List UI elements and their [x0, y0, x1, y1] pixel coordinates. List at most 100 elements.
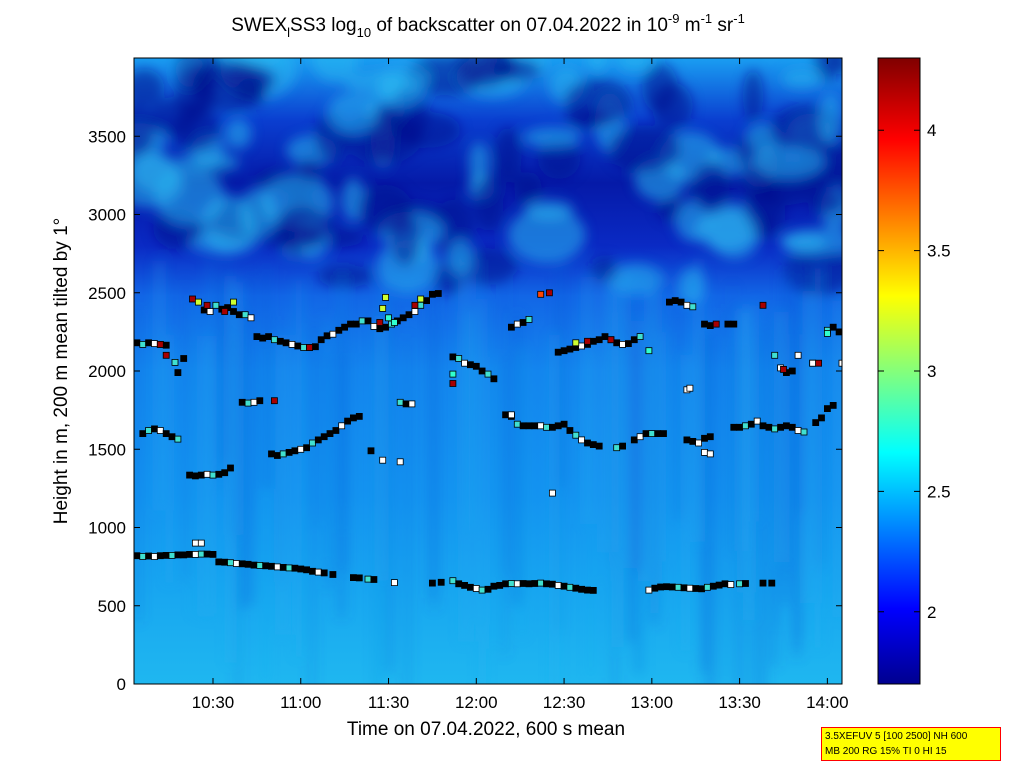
- texture-blob: [474, 175, 504, 232]
- layer-marker: [244, 399, 252, 407]
- texture-streak: [736, 346, 743, 684]
- layer-marker: [794, 427, 802, 434]
- layer-marker: [630, 436, 638, 444]
- layer-marker: [824, 405, 831, 413]
- layer-marker: [311, 343, 319, 351]
- texture-streak: [756, 300, 759, 522]
- layer-marker: [613, 339, 621, 347]
- layer-marker: [695, 439, 702, 447]
- colored-marker: [780, 365, 787, 373]
- layer-marker: [560, 582, 568, 590]
- layer-marker: [323, 332, 331, 340]
- layer-marker: [241, 311, 249, 319]
- texture-streak: [208, 259, 211, 614]
- layer-marker: [370, 576, 378, 583]
- layer-marker: [742, 422, 749, 430]
- layer-marker: [484, 585, 492, 593]
- layer-marker: [174, 435, 182, 443]
- layer-marker: [560, 347, 568, 355]
- texture-blob: [357, 184, 413, 234]
- layer-marker: [238, 560, 246, 568]
- x-axis-ticks: 10:30 11:00 11:30 12:00 12:30 13:00 13:30 14:00: [192, 58, 849, 712]
- layer-marker: [788, 423, 796, 431]
- texture-streak: [232, 333, 237, 537]
- layer-marker: [721, 580, 729, 588]
- layer-marker: [180, 355, 188, 362]
- texture-streak: [622, 269, 629, 569]
- layer-marker: [584, 439, 591, 447]
- layer-marker: [794, 351, 802, 359]
- texture-streak: [606, 278, 614, 553]
- layer-marker: [250, 398, 258, 406]
- layer-marker: [660, 430, 667, 438]
- layer-marker: [759, 422, 767, 430]
- layer-marker: [472, 362, 480, 370]
- y-tick-label: 1500: [88, 440, 126, 459]
- colored-marker: [417, 295, 425, 303]
- texture-blob: [617, 58, 653, 72]
- layer-marker: [800, 428, 808, 436]
- texture-blob: [494, 127, 522, 183]
- layer-marker: [953, 443, 959, 449]
- texture-blob: [327, 93, 379, 135]
- layer-marker: [379, 456, 387, 464]
- layer-marker: [238, 398, 246, 406]
- colored-marker: [385, 314, 392, 322]
- layer-marker: [180, 551, 188, 559]
- layer-marker: [519, 422, 527, 430]
- layer-marker: [186, 551, 194, 558]
- texture-streak: [739, 310, 745, 551]
- texture-blob: [608, 125, 681, 174]
- texture-streak: [310, 322, 314, 684]
- layer-marker: [349, 574, 357, 581]
- layer-marker: [314, 436, 322, 444]
- colored-marker: [759, 301, 767, 309]
- layer-marker: [320, 433, 328, 441]
- colored-marker: [607, 336, 615, 344]
- layer-marker: [689, 437, 697, 445]
- colored-marker: [189, 295, 196, 303]
- texture-streak: [386, 298, 392, 674]
- colored-marker: [390, 319, 398, 326]
- layer-marker: [256, 397, 264, 405]
- layer-marker: [625, 340, 632, 348]
- layer-marker: [291, 447, 299, 455]
- layer-marker: [358, 317, 366, 325]
- y-axis-ticks: 0 500 1000 1500 2000 2500 3000 3500: [88, 127, 842, 694]
- layer-marker: [724, 320, 732, 328]
- texture-streak: [184, 280, 188, 583]
- x-tick-label: 11:00: [280, 693, 321, 712]
- layer-marker: [466, 361, 474, 369]
- layer-marker: [449, 577, 457, 585]
- texture-streak: [315, 319, 319, 526]
- layer-marker: [349, 414, 357, 422]
- texture-blob: [134, 68, 165, 107]
- texture-blob: [193, 59, 265, 112]
- texture-streak: [559, 260, 565, 489]
- texture-streak: [520, 346, 524, 638]
- layer-marker: [437, 578, 445, 586]
- texture-streak: [239, 305, 245, 610]
- texture-blob: [468, 141, 489, 186]
- layer-marker: [285, 564, 293, 572]
- layer-marker: [134, 552, 141, 560]
- texture-streak: [222, 259, 229, 465]
- layer-marker: [689, 303, 697, 311]
- layer-marker: [783, 422, 790, 430]
- y-tick-label: 500: [98, 597, 126, 616]
- layer-marker: [490, 582, 498, 590]
- layer-marker: [209, 551, 217, 558]
- layer-marker: [753, 417, 761, 425]
- layer-marker: [759, 579, 767, 587]
- texture-streak: [218, 276, 222, 490]
- texture-streak: [381, 277, 386, 581]
- layer-marker: [329, 571, 337, 578]
- texture-blob: [564, 78, 632, 127]
- layer-marker: [338, 422, 346, 430]
- y-tick-label: 2000: [88, 362, 126, 381]
- layer-marker: [595, 336, 603, 344]
- layer-marker: [765, 423, 773, 431]
- plot-area: [134, 58, 959, 684]
- layer-marker: [273, 563, 281, 571]
- colorbar: [877, 57, 921, 685]
